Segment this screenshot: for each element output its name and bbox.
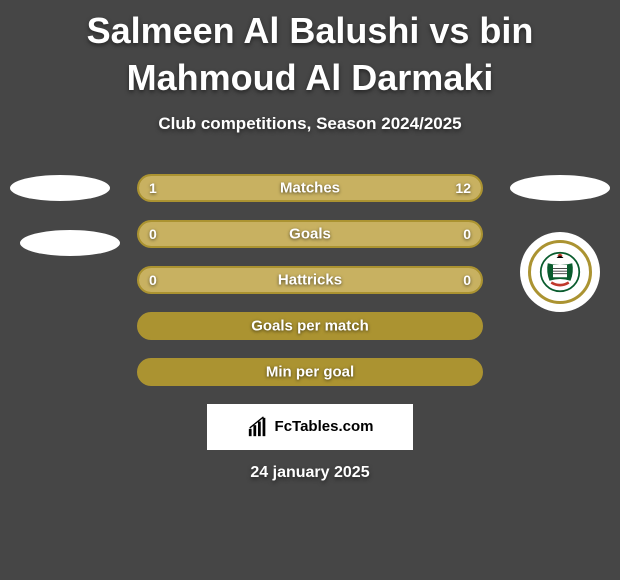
player-left-badge-2 — [20, 230, 120, 256]
player-left-badge-1 — [10, 175, 110, 201]
stat-row: Goals0 0 — [137, 220, 483, 248]
stat-value-left: 0 — [149, 226, 157, 242]
stat-label: Goals per match — [139, 317, 481, 334]
stat-label: Min per goal — [139, 363, 481, 380]
player-right-badge-1 — [510, 175, 610, 201]
stat-row: Hattricks0 0 — [137, 266, 483, 294]
chart-icon — [247, 416, 269, 438]
date-text: 24 january 2025 — [0, 464, 620, 482]
stat-value-right: 12 — [455, 180, 471, 196]
stat-value-left: 1 — [149, 180, 157, 196]
stat-row: Matches1 12 — [137, 174, 483, 202]
stat-value-right: 0 — [463, 226, 471, 242]
page-title: Salmeen Al Balushi vs bin Mahmoud Al Dar… — [0, 0, 620, 102]
subtitle: Club competitions, Season 2024/2025 — [0, 114, 620, 134]
stat-label: Hattricks — [139, 271, 481, 288]
club-crest-icon — [539, 251, 581, 293]
stat-row: Goals per match — [137, 312, 483, 340]
stat-label: Matches — [139, 179, 481, 196]
club-logo — [520, 232, 600, 312]
stat-value-left: 0 — [149, 272, 157, 288]
footer-brand-box: FcTables.com — [207, 404, 413, 450]
stat-label: Goals — [139, 225, 481, 242]
footer-brand-text: FcTables.com — [275, 418, 374, 435]
stats-container: Matches112Goals00Hattricks00Goals per ma… — [137, 174, 483, 386]
stat-value-right: 0 — [463, 272, 471, 288]
stat-row: Min per goal — [137, 358, 483, 386]
